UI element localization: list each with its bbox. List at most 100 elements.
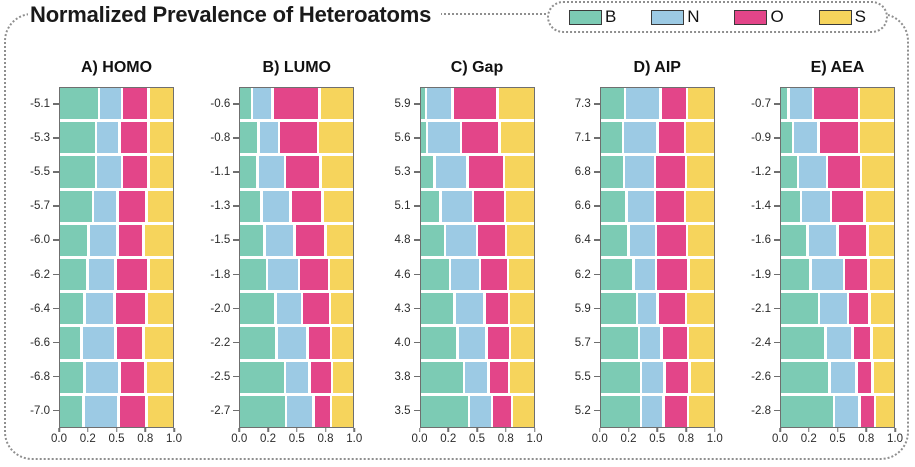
bar-segment-o	[123, 88, 148, 120]
bar-segment-s	[332, 395, 354, 428]
bar-segment-n	[100, 88, 121, 120]
y-tick-label: 4.3	[383, 292, 420, 326]
y-tick-label: -1.6	[743, 223, 780, 257]
bar-row	[420, 122, 534, 154]
bar-segment-n	[97, 122, 119, 154]
y-tick-label: -0.6	[202, 87, 240, 121]
legend-item-s: S	[818, 7, 866, 27]
y-tick-label: 7.1	[563, 121, 600, 155]
bar-segment-b	[60, 88, 98, 120]
y-tick-label: 5.6	[383, 121, 420, 155]
bar-segment-b	[240, 122, 258, 154]
bar-segment-b	[420, 122, 426, 154]
plot-frame	[239, 87, 355, 428]
bar-segment-s	[689, 395, 714, 428]
x-tick-label: 0.8	[858, 433, 875, 445]
bar-row	[60, 122, 173, 154]
x-tick-label: 0.0	[772, 433, 788, 445]
bars-grid	[239, 87, 355, 428]
bar-row	[240, 293, 354, 325]
bar-segment-n	[82, 327, 115, 359]
bar-segment-s	[323, 190, 354, 222]
y-tick-label: -6.6	[22, 326, 59, 360]
bar-segment-s	[147, 293, 173, 325]
bar-segment-b	[781, 156, 797, 188]
x-tick-mark	[894, 428, 896, 432]
bar-row	[781, 361, 894, 393]
bar-segment-b	[600, 88, 624, 120]
x-axis: 0.0 0.2 0.5 0.8 1.0	[592, 428, 723, 454]
y-tick-label: 5.9	[383, 87, 420, 121]
bar-segment-b	[781, 395, 833, 428]
bar-segment-o	[857, 361, 872, 393]
bar-row	[240, 327, 354, 359]
bar-row	[420, 361, 534, 393]
bar-segment-b	[60, 327, 81, 359]
bars-grid	[59, 87, 174, 428]
charts-row: A) HOMO -5.1 -5.3 -5.5 -5.7 -6.0 -6.2 -6.4 -6.6-…	[22, 56, 903, 454]
bar-segment-o	[657, 224, 686, 257]
bar-row	[60, 361, 173, 393]
bar-row	[240, 361, 354, 393]
bar-segment-o	[845, 259, 868, 291]
y-tick-label: -5.1	[22, 87, 59, 121]
x-tick-mark	[324, 428, 327, 432]
bar-segment-s	[149, 259, 173, 291]
x-tick-mark	[505, 428, 507, 432]
panel-title: E) AEA	[810, 59, 865, 76]
bar-row	[781, 395, 894, 428]
bar-row	[781, 224, 894, 257]
bar-segment-b	[240, 293, 275, 325]
x-tick-label: 0.8	[678, 433, 694, 445]
y-tick-label: 6.2	[563, 257, 600, 291]
y-tick-label: -1.8	[202, 257, 240, 291]
bar-segment-n	[826, 327, 852, 359]
bar-segment-o	[828, 156, 860, 188]
x-tick-label: 0.5	[649, 433, 666, 445]
bar-segment-n	[85, 293, 114, 325]
y-axis: -0.7 -0.9 -1.2 -1.4 -1.6 -1.9 -2.1 -2.4 -2.6 -2.8	[743, 87, 780, 428]
bar-segment-s	[510, 361, 534, 393]
x-axis: 0.0 0.2 0.5 0.8 1.0	[772, 428, 903, 454]
bar-row	[600, 224, 714, 257]
bar-segment-o	[853, 327, 871, 359]
bar-segment-s	[505, 156, 534, 188]
bar-segment-s	[872, 327, 894, 359]
bar-segment-b	[781, 224, 807, 257]
figure-border	[4, 13, 909, 460]
bar-segment-b	[420, 327, 457, 359]
x-tick-label: 0.8	[497, 433, 514, 445]
bar-segment-s	[510, 293, 534, 325]
x-tick-mark	[58, 428, 60, 432]
bar-row	[60, 327, 173, 359]
y-tick-label: -0.7	[743, 87, 780, 121]
bar-segment-b	[600, 156, 623, 188]
bar-segment-b	[600, 395, 640, 428]
x-tick-label: 0.2	[79, 433, 96, 445]
bar-segment-s	[689, 259, 714, 291]
bar-segment-b	[420, 395, 468, 428]
bar-segment-n	[441, 190, 472, 222]
bar-segment-s	[326, 224, 354, 257]
bar-segment-s	[330, 259, 354, 291]
x-tick-mark	[267, 428, 269, 432]
x-tick-mark	[296, 428, 298, 432]
bar-segment-n	[808, 224, 837, 257]
bar-segment-o	[658, 293, 685, 325]
bar-row	[600, 327, 714, 359]
x-tick-label: 0.8	[137, 433, 154, 445]
bar-segment-b	[600, 122, 622, 154]
bar-segment-o	[308, 327, 330, 359]
bar-segment-o	[474, 190, 504, 222]
bar-segment-s	[686, 122, 714, 154]
x-tick-mark	[714, 428, 716, 432]
x-tick-label: 0.2	[440, 433, 457, 445]
bar-segment-s	[147, 395, 173, 428]
y-tick-label: -5.7	[22, 189, 59, 223]
legend-label: S	[854, 7, 866, 26]
bar-row	[600, 293, 714, 325]
bar-segment-n	[262, 190, 290, 222]
bar-row	[240, 88, 354, 120]
bar-segment-n	[794, 122, 818, 154]
bar-segment-b	[60, 122, 95, 154]
